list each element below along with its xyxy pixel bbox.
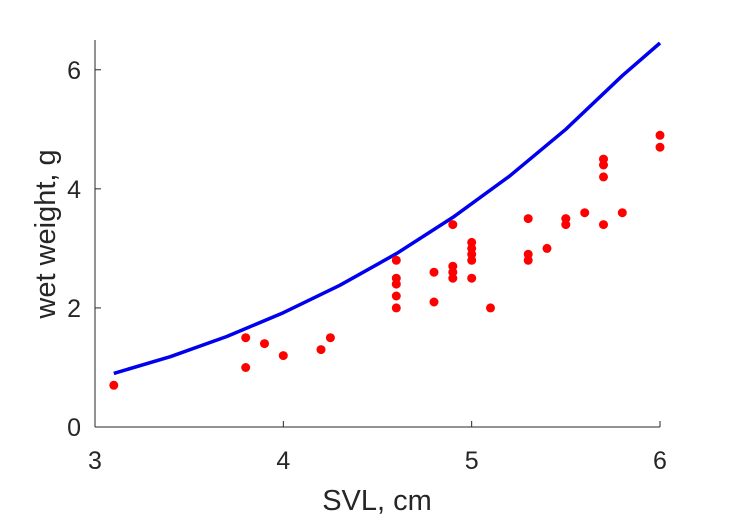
data-point — [429, 297, 439, 307]
data-point — [391, 273, 401, 283]
y-axis-label: wet weight, g — [30, 149, 62, 319]
curve-layer — [113, 41, 662, 376]
data-point — [448, 220, 458, 230]
x-axis-label: SVL, cm — [322, 485, 432, 517]
data-point — [429, 267, 439, 277]
data-point — [467, 273, 477, 283]
data-point — [448, 261, 458, 271]
data-point — [391, 303, 401, 313]
x-ticks: 3 4 5 6 — [88, 421, 667, 475]
fit-curve — [113, 41, 662, 376]
data-point — [391, 255, 401, 265]
data-point — [542, 243, 552, 253]
data-point — [109, 380, 119, 390]
data-point — [523, 249, 533, 259]
y-tick-label: 0 — [67, 414, 81, 442]
y-tick-label: 2 — [67, 295, 81, 323]
x-tick-label: 3 — [88, 447, 102, 475]
points-layer — [109, 130, 665, 390]
x-tick-label: 5 — [465, 447, 479, 475]
data-point — [260, 339, 269, 349]
data-point — [467, 237, 477, 247]
data-point — [655, 142, 665, 152]
y-tick-label: 4 — [67, 176, 81, 204]
data-point — [391, 291, 401, 301]
data-point — [599, 172, 608, 182]
data-point — [655, 130, 665, 140]
data-point — [523, 214, 533, 224]
data-point — [241, 363, 251, 372]
data-point — [278, 351, 288, 361]
y-ticks: 0 2 4 6 — [67, 57, 101, 442]
data-point — [561, 214, 571, 224]
data-point — [617, 208, 627, 218]
data-point — [580, 208, 590, 218]
x-tick-label: 4 — [276, 447, 290, 475]
data-point — [599, 154, 608, 164]
data-point — [486, 303, 495, 313]
y-tick-label: 6 — [67, 57, 81, 85]
data-point — [325, 333, 335, 343]
axes: 3 4 5 6 0 2 4 6 — [67, 40, 667, 475]
data-point — [599, 220, 608, 230]
x-tick-label: 6 — [653, 447, 667, 475]
data-point — [241, 333, 251, 343]
data-point — [316, 345, 326, 355]
